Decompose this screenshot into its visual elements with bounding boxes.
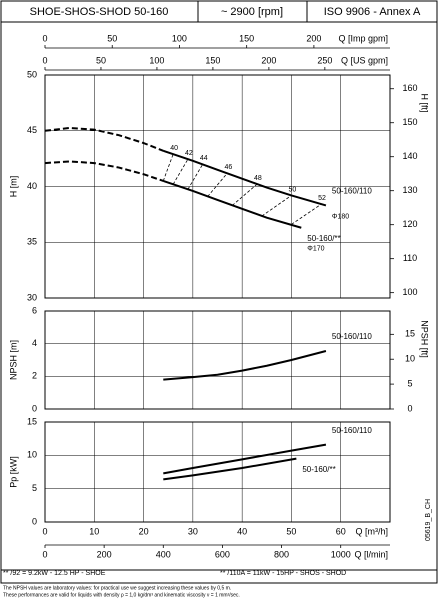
y-tick-label: 40 xyxy=(27,181,37,191)
plot-frame xyxy=(44,310,391,410)
efficiency-line xyxy=(187,163,204,190)
efficiency-line xyxy=(232,183,258,206)
secondary-x-tick-label: 600 xyxy=(215,549,230,559)
curve-extension xyxy=(44,160,164,182)
x-tick-label: 0 xyxy=(42,526,47,536)
y-tick-label: 0 xyxy=(32,516,37,526)
secondary-x-axis-label: Q [l/min] xyxy=(354,549,388,559)
secondary-x-tick-label: 0 xyxy=(42,33,47,43)
y2-tick-label: 110 xyxy=(403,253,417,263)
secondary-x-tick-label: 400 xyxy=(156,549,171,559)
y2-tick-label: 120 xyxy=(402,219,417,229)
y-tick-label: 30 xyxy=(27,292,37,302)
efficiency-label: 42 xyxy=(185,150,193,157)
frame xyxy=(0,0,438,584)
y2-tick-label: 100 xyxy=(402,287,417,297)
y2-tick-label: 0 xyxy=(407,403,412,413)
y2-axis-label: H [ft] xyxy=(420,93,430,112)
series-label: 50-160/110 xyxy=(332,426,372,435)
secondary-x-tick-label: 50 xyxy=(107,33,117,43)
efficiency-label: 48 xyxy=(254,175,262,182)
secondary-x-tick-label: 1000 xyxy=(331,549,351,559)
x-tick-label: 20 xyxy=(139,526,149,536)
curve-extension xyxy=(44,126,164,152)
secondary-x-axis-label: Q [Imp gpm] xyxy=(338,33,388,43)
drawing-code: 05619_B_CH xyxy=(425,499,432,541)
y2-tick-label: 140 xyxy=(402,151,417,161)
y-axis-label: NPSH [m] xyxy=(8,340,18,380)
y-tick-label: 50 xyxy=(27,69,37,79)
secondary-x-tick-label: 0 xyxy=(42,55,47,65)
y-tick-label: 2 xyxy=(32,371,37,381)
x-tick-label: 30 xyxy=(188,526,198,536)
secondary-x-tick-label: 200 xyxy=(261,55,276,65)
secondary-x-axis-label: Q [US gpm] xyxy=(341,55,388,65)
y-tick-label: 45 xyxy=(27,125,37,135)
y-axis-label: H [m] xyxy=(8,176,18,198)
y2-axis-label: NPSH [ft] xyxy=(420,320,430,358)
efficiency-label: 40 xyxy=(170,145,178,152)
y2-tick-label: 130 xyxy=(402,185,417,195)
efficiency-label: 44 xyxy=(200,155,208,162)
x-tick-label: 50 xyxy=(286,526,296,536)
y-tick-label: 6 xyxy=(32,305,37,315)
efficiency-line xyxy=(172,158,189,185)
series-label: 50-160/** xyxy=(307,234,340,243)
y-axis-label: Pp [kW] xyxy=(8,456,18,488)
series-label: 50-160/110 xyxy=(332,187,372,196)
diameter-label: Φ180 xyxy=(332,213,349,220)
x-tick-label: 40 xyxy=(237,526,247,536)
footer-note: These performances are valid for liquids… xyxy=(3,592,240,598)
secondary-x-tick-label: 800 xyxy=(274,549,289,559)
y-tick-label: 4 xyxy=(32,338,37,348)
y-tick-label: 10 xyxy=(27,450,37,460)
header-speed: ~ 2900 [rpm] xyxy=(221,6,283,18)
secondary-x-tick-label: 250 xyxy=(317,55,332,65)
curve xyxy=(162,179,302,229)
secondary-x-tick-label: 200 xyxy=(306,33,321,43)
efficiency-label: 50 xyxy=(289,186,297,193)
series-label: 50-160/110 xyxy=(332,332,372,341)
secondary-x-tick-label: 150 xyxy=(239,33,254,43)
y2-tick-label: 5 xyxy=(407,378,412,388)
curve xyxy=(163,350,327,381)
efficiency-line xyxy=(162,154,174,182)
secondary-x-tick-label: 200 xyxy=(97,549,112,559)
secondary-x-tick-label: 150 xyxy=(205,55,220,65)
efficiency-label: 52 xyxy=(318,195,326,202)
header-model: SHOE-SHOS-SHOD 50-160 xyxy=(30,6,169,18)
footer-motor: ** /110A = 11kW - 15HP - SHOS - SHOD xyxy=(220,570,346,577)
diameter-label: Φ170 xyxy=(307,246,324,253)
efficiency-label: 46 xyxy=(224,164,232,171)
secondary-x-tick-label: 50 xyxy=(96,55,106,65)
y2-tick-label: 15 xyxy=(405,329,415,339)
y-tick-label: 5 xyxy=(32,483,37,493)
y2-tick-label: 150 xyxy=(402,117,417,127)
secondary-x-tick-label: 100 xyxy=(172,33,187,43)
footer-note: The NPSH values are laboratory values: f… xyxy=(3,585,231,591)
x-tick-label: 60 xyxy=(336,526,346,536)
y2-tick-label: 160 xyxy=(402,83,417,93)
secondary-x-tick-label: 0 xyxy=(42,549,47,559)
y-tick-label: 35 xyxy=(27,237,37,247)
footer-motor: ** /92 = 9.2kW - 12.5 HP - SHOE xyxy=(3,570,106,577)
secondary-x-tick-label: 100 xyxy=(149,55,164,65)
header-standard: ISO 9906 - Annex A xyxy=(324,6,421,18)
curve xyxy=(163,457,297,481)
x-axis-label: Q [m³/h] xyxy=(355,526,388,536)
efficiency-line xyxy=(261,195,292,217)
efficiency-line xyxy=(207,172,228,197)
x-tick-label: 10 xyxy=(89,526,99,536)
y2-tick-label: 10 xyxy=(405,354,415,364)
y-tick-label: 0 xyxy=(32,403,37,413)
curve xyxy=(162,149,327,207)
efficiency-line xyxy=(291,204,322,225)
curve xyxy=(163,443,327,475)
y-tick-label: 15 xyxy=(27,416,37,426)
series-label: 50-160/** xyxy=(302,465,335,474)
